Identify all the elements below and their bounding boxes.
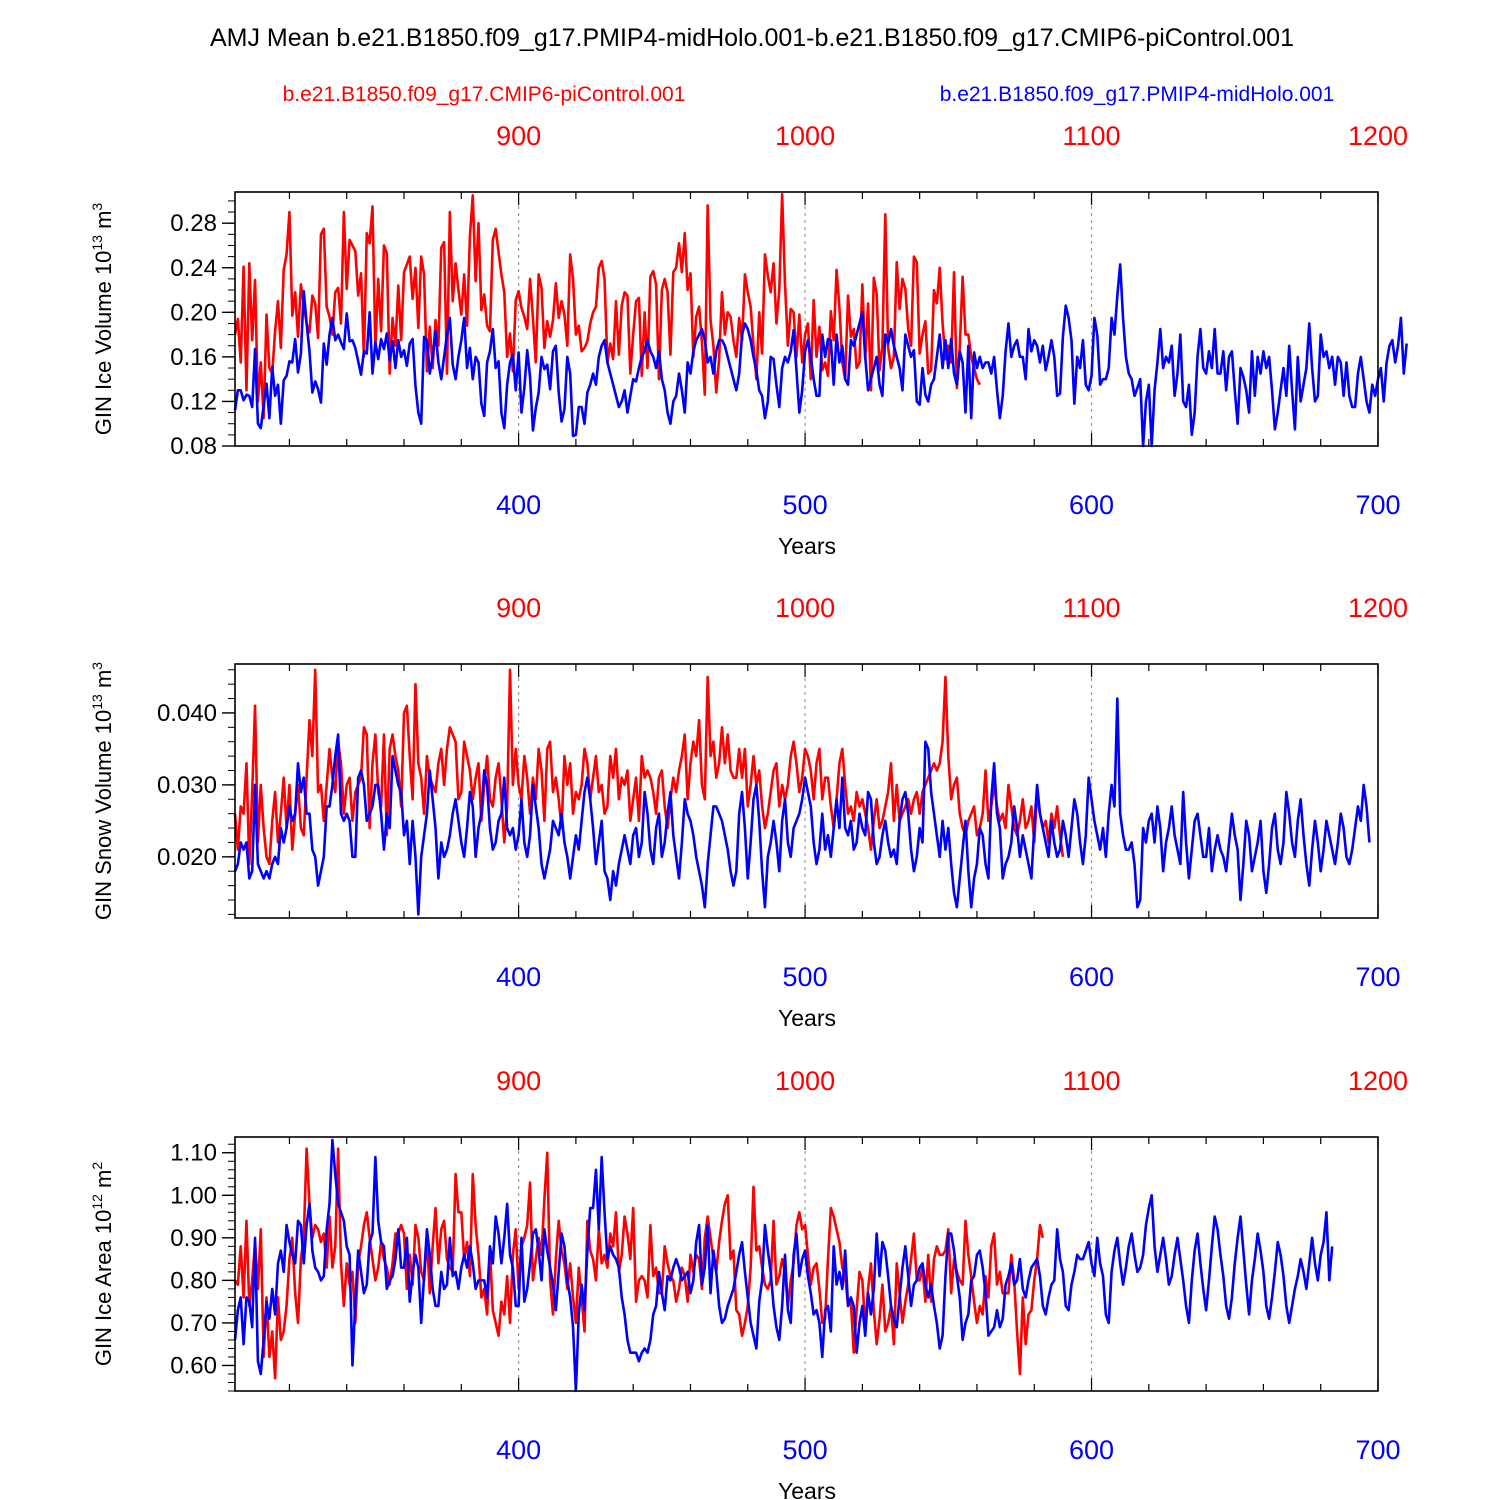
y-axis-title-text: GIN Ice Area 10 [91, 1210, 116, 1367]
xtick-label-top: 900 [496, 593, 541, 623]
xtick-label-top: 1000 [775, 1066, 835, 1096]
y-axis-title-unit-exponent: 3 [89, 662, 105, 670]
y-axis-title-unit: m [91, 211, 116, 235]
xtick-label-bottom: 500 [783, 962, 828, 992]
panel-3: 0.60 0.70 0.80 0.90 1.00 1.10 400 500 600 700 900 1… [89, 1066, 1408, 1500]
panel-1: 0.08 0.12 0.16 0.20 0.24 0.28 400 500 600 700 900 1… [89, 121, 1408, 559]
xtick-label-bottom: 700 [1355, 1435, 1400, 1465]
xtick-label-bottom: 400 [496, 490, 541, 520]
ytick-label: 0.28 [170, 210, 217, 237]
xtick-label-bottom: 600 [1069, 962, 1114, 992]
xtick-label-top: 1100 [1063, 1066, 1121, 1096]
y-axis-title: GIN Snow Volume 1013 m3 [89, 662, 116, 920]
ytick-label: 0.90 [170, 1225, 217, 1252]
legend-midholo: b.e21.B1850.f09_g17.PMIP4-midHolo.001 [940, 83, 1335, 106]
y-axis-title: GIN Ice Area 1012 m2 [89, 1162, 116, 1367]
x-axis-title: Years [778, 533, 836, 559]
ytick-label: 0.030 [157, 772, 217, 799]
y-axis-title-unit: m [91, 670, 116, 694]
xtick-label-top: 1200 [1348, 1066, 1408, 1096]
series-line-midholo [233, 263, 1408, 448]
ytick-label: 1.00 [170, 1182, 217, 1209]
y-axis-title: GIN Ice Volume 1013 m3 [89, 203, 116, 436]
y-axis-title-exponent: 13 [89, 694, 105, 710]
y-axis-title-unit: m [91, 1170, 116, 1194]
xtick-label-bottom: 500 [783, 1435, 828, 1465]
y-axis-title-text: GIN Snow Volume 10 [91, 710, 116, 920]
ytick-label: 0.08 [170, 433, 217, 460]
series-line-midholo [233, 1138, 1334, 1393]
series-line-midholo [233, 697, 1371, 916]
ytick-label: 0.24 [170, 255, 217, 282]
xtick-label-bottom: 600 [1069, 1435, 1114, 1465]
plot-frame [234, 191, 1379, 447]
xtick-label-bottom: 400 [496, 1435, 541, 1465]
ytick-label: 0.040 [157, 700, 217, 727]
xtick-label-top: 1200 [1348, 121, 1408, 151]
xtick-label-bottom: 700 [1355, 490, 1400, 520]
panel-2: 0.020 0.030 0.040 400 500 600 700 900 1000 1100 12… [89, 593, 1408, 1031]
legend-control: b.e21.B1850.f09_g17.CMIP6-piControl.001 [283, 83, 686, 106]
xtick-label-bottom: 400 [496, 962, 541, 992]
y-axis-title-text: GIN Ice Volume 10 [91, 251, 116, 436]
xtick-label-bottom: 600 [1069, 490, 1114, 520]
xtick-label-top: 900 [496, 1066, 541, 1096]
ytick-label: 0.16 [170, 344, 217, 371]
ytick-label: 1.10 [170, 1140, 217, 1167]
y-axis-title-unit-exponent: 2 [89, 1162, 105, 1170]
ytick-label: 0.020 [157, 844, 217, 871]
y-axis-title-exponent: 13 [89, 235, 105, 251]
panels: 0.08 0.12 0.16 0.20 0.24 0.28 400 500 600 700 900 1… [89, 121, 1408, 1500]
xtick-label-top: 900 [496, 121, 541, 151]
plot-frame [234, 1136, 1379, 1392]
xtick-label-top: 1100 [1063, 121, 1121, 151]
xtick-label-bottom: 500 [783, 490, 828, 520]
figure-title: AMJ Mean b.e21.B1850.f09_g17.PMIP4-midHo… [210, 24, 1294, 52]
y-axis-title-unit-exponent: 3 [89, 203, 105, 211]
xtick-label-top: 1200 [1348, 593, 1408, 623]
xtick-label-top: 1100 [1063, 593, 1121, 623]
ytick-label: 0.70 [170, 1310, 217, 1337]
plot-frame [234, 663, 1379, 919]
xtick-label-bottom: 700 [1355, 962, 1400, 992]
x-axis-title: Years [778, 1005, 836, 1031]
ytick-label: 0.80 [170, 1267, 217, 1294]
xtick-label-top: 1000 [775, 593, 835, 623]
ytick-label: 0.12 [170, 388, 217, 415]
x-axis-title: Years [778, 1478, 836, 1500]
y-axis-title-exponent: 12 [89, 1194, 105, 1210]
xtick-label-top: 1000 [775, 121, 835, 151]
ytick-label: 0.20 [170, 299, 217, 326]
ytick-label: 0.60 [170, 1352, 217, 1379]
